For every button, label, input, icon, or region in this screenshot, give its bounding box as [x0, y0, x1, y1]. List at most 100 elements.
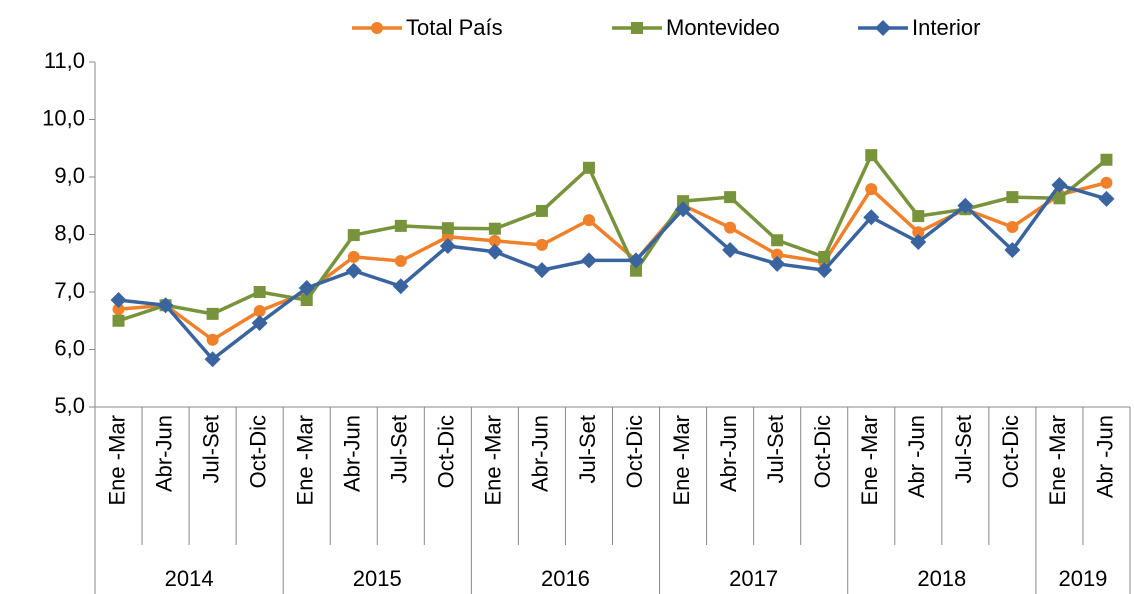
x-tick-label: Oct-Dic [622, 415, 647, 488]
year-label: 2018 [917, 566, 966, 591]
point [392, 278, 409, 295]
x-tick-label: Abr-Jun [151, 415, 176, 492]
point [1100, 153, 1113, 166]
point [1006, 221, 1019, 234]
series [110, 177, 1115, 368]
point [253, 304, 266, 317]
y-tick-label: 5,0 [54, 393, 85, 418]
series-line [118, 181, 1107, 342]
x-tick-label: Oct-Dic [810, 415, 835, 488]
point [1098, 190, 1115, 207]
series-line [117, 153, 1108, 323]
point [582, 161, 595, 174]
point [771, 234, 784, 247]
x-tick-label: Jul-Set [198, 415, 223, 483]
point [628, 252, 645, 269]
point [112, 303, 125, 316]
x-tick-label: Ene -Mar [481, 415, 506, 505]
point [486, 243, 503, 260]
legend-marker [631, 22, 643, 34]
y-tick-label: 11,0 [44, 48, 85, 73]
point [863, 209, 880, 226]
point [865, 183, 878, 196]
point [206, 333, 219, 346]
point [206, 307, 219, 320]
x-tick-label: Abr-Jun [716, 415, 741, 492]
point [582, 214, 595, 227]
legend-label: Total País [406, 15, 503, 40]
series-line [118, 183, 1107, 362]
point [724, 221, 737, 234]
y-tick-label: 9,0 [54, 163, 85, 188]
point [818, 250, 831, 263]
point [910, 233, 927, 250]
legend-label: Montevideo [666, 15, 780, 40]
x-tick-label: Oct-Dic [998, 415, 1023, 488]
point [439, 238, 456, 254]
point [253, 286, 266, 298]
x-tick-label: Ene -Mar [1045, 415, 1070, 505]
point [347, 250, 360, 263]
point [488, 222, 501, 235]
point [912, 210, 925, 223]
point [1051, 177, 1068, 194]
x-tick-label: Jul-Set [575, 415, 600, 483]
point [912, 226, 925, 239]
x-tick-label: Oct-Dic [245, 415, 270, 488]
point [771, 248, 784, 261]
x-tick-label: Oct-Dic [434, 415, 459, 488]
x-tick-label: Abr-Jun [340, 415, 365, 492]
point [441, 222, 454, 235]
x-tick-label: Jul-Set [951, 415, 976, 483]
legend-label: Interior [912, 15, 980, 40]
point [769, 255, 786, 272]
point [957, 197, 974, 214]
year-label: 2016 [541, 566, 590, 591]
point [1004, 242, 1021, 259]
point [1006, 191, 1019, 204]
year-label: 2019 [1058, 566, 1107, 591]
year-label: 2017 [729, 566, 778, 591]
x-tick-label: Ene -Mar [669, 415, 694, 505]
y-tick-label: 7,0 [54, 278, 85, 303]
point [345, 262, 362, 279]
x-tick-label: Jul-Set [387, 415, 412, 483]
point [298, 279, 315, 296]
point [110, 292, 127, 309]
point [675, 201, 692, 218]
year-label: 2014 [165, 566, 214, 591]
point [533, 262, 550, 279]
y-tick-label: 6,0 [54, 335, 85, 360]
point [535, 204, 548, 217]
point [251, 315, 268, 332]
y-tick-label: 8,0 [54, 220, 85, 245]
point [488, 234, 501, 247]
point [300, 294, 313, 307]
x-tick-label: Ene -Mar [104, 415, 129, 505]
point [204, 351, 221, 368]
point [1100, 176, 1113, 189]
point [1053, 192, 1066, 205]
point [677, 195, 690, 208]
point [630, 264, 643, 277]
point [535, 238, 548, 251]
point [394, 254, 407, 267]
x-tick-label: Jul-Set [763, 415, 788, 483]
point [157, 297, 174, 314]
x-tick-label: Abr -Jun [904, 415, 929, 498]
point [347, 229, 360, 242]
x-tick-label: Ene -Mar [293, 415, 318, 505]
point [865, 149, 878, 162]
point [724, 191, 737, 204]
legend-marker [371, 22, 383, 34]
point [580, 252, 597, 269]
x-tick-label: Abr-Jun [528, 415, 553, 492]
series [112, 149, 1113, 327]
point [394, 219, 407, 232]
point [112, 314, 125, 327]
year-label: 2015 [353, 566, 402, 591]
y-tick-label: 10,0 [42, 105, 85, 130]
legend-marker [875, 20, 891, 36]
x-tick-label: Ene -Mar [857, 415, 882, 505]
